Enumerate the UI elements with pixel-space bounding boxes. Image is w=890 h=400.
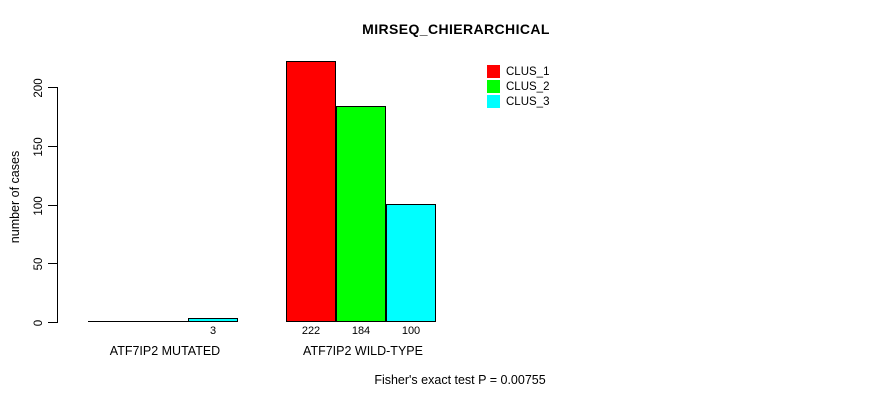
- bar-value-label: 100: [401, 325, 421, 337]
- legend-item: CLUS_1: [487, 64, 549, 79]
- y-axis-tick: [48, 322, 57, 323]
- bar-clus_1: [286, 61, 336, 322]
- y-axis-tick: [48, 87, 57, 88]
- chart-title: MIRSEQ_CHIERARCHICAL: [362, 21, 550, 37]
- y-axis-tick: [48, 205, 57, 206]
- bar-value-label: 3: [209, 325, 217, 337]
- bar-zero-clus_2: [138, 321, 188, 322]
- legend-swatch-clus_2: [487, 80, 500, 93]
- y-axis-line: [57, 87, 58, 323]
- bar-clus_3: [386, 204, 436, 322]
- bar-clus_3: [188, 318, 238, 322]
- legend-swatch-clus_1: [487, 65, 500, 78]
- legend-item: CLUS_2: [487, 79, 549, 94]
- y-axis-tick-label: 200: [33, 78, 45, 98]
- legend: CLUS_1 CLUS_2 CLUS_3: [487, 64, 549, 109]
- y-axis-tick: [48, 146, 57, 147]
- legend-label: CLUS_3: [506, 95, 550, 108]
- y-axis-tick-label: 50: [33, 257, 45, 271]
- bar-value-label: 222: [301, 325, 321, 337]
- category-label-wild-type: ATF7IP2 WILD-TYPE: [303, 344, 423, 358]
- legend-swatch-clus_3: [487, 95, 500, 108]
- footer-stat: Fisher's exact test P = 0.00755: [374, 373, 546, 387]
- bar-value-label: 184: [351, 325, 371, 337]
- legend-item: CLUS_3: [487, 94, 549, 109]
- category-label-mutated: ATF7IP2 MUTATED: [109, 344, 221, 358]
- y-axis-tick-label: 150: [33, 137, 45, 157]
- y-axis-tick-label: 100: [33, 196, 45, 216]
- y-axis-tick: [48, 263, 57, 264]
- bar-zero-clus_1: [88, 321, 138, 322]
- legend-label: CLUS_2: [506, 80, 550, 93]
- bar-clus_2: [336, 106, 386, 322]
- y-axis-tick-label: 0: [33, 319, 45, 327]
- legend-label: CLUS_1: [506, 65, 550, 78]
